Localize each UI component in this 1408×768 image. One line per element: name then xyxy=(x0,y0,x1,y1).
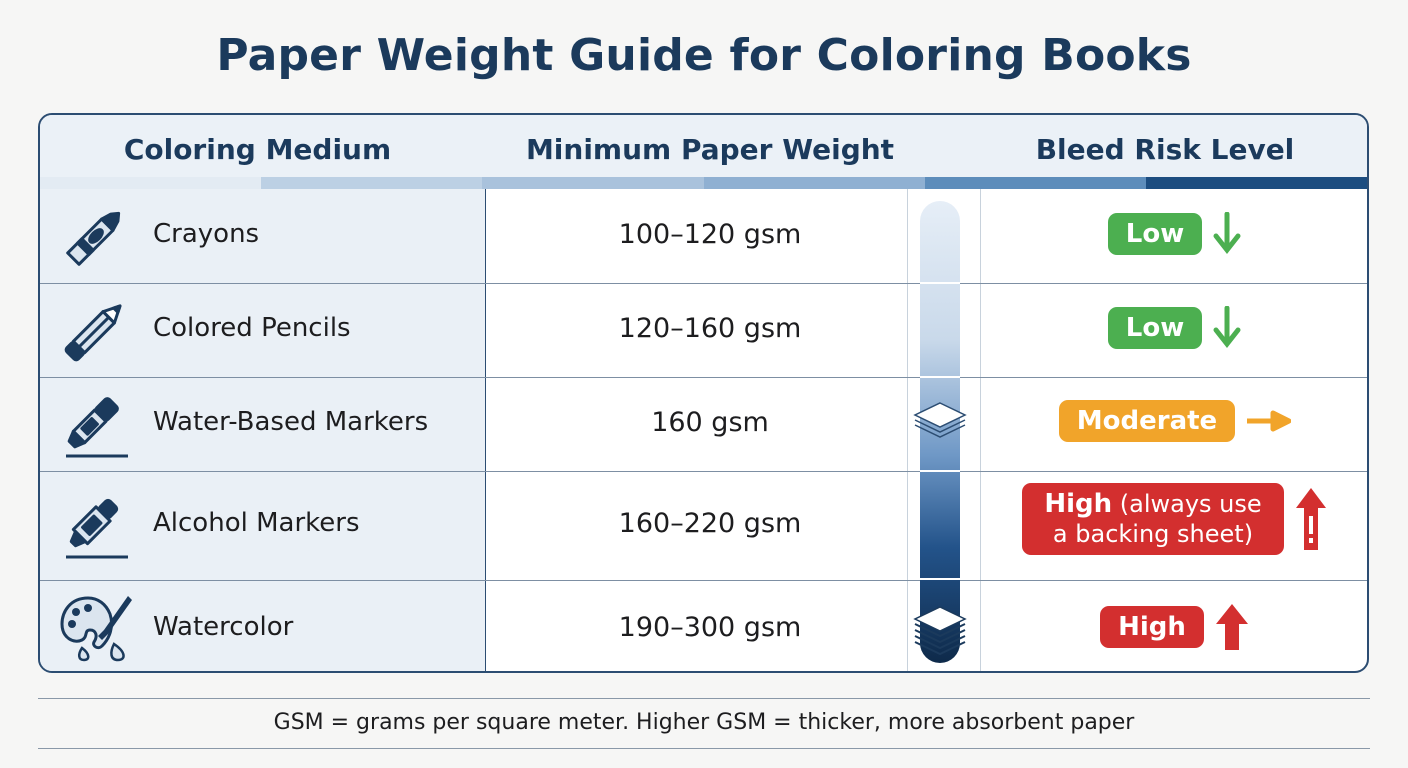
risk-badge: High (always use a backing sheet) xyxy=(1022,483,1284,555)
warning-up-arrow-icon xyxy=(1295,488,1326,550)
column-divider xyxy=(485,189,486,671)
footer-divider xyxy=(38,698,1370,699)
weight-value: 100–120 gsm xyxy=(618,219,802,250)
header-medium: Coloring Medium xyxy=(123,133,392,166)
paper-stack-icon xyxy=(913,402,967,438)
table-row: Water-Based Markers 160 gsm Moderate xyxy=(40,377,1367,471)
risk-badge: Low xyxy=(1107,213,1203,255)
medium-column xyxy=(40,189,485,671)
table-row: Alcohol Markers 160–220 gsm High (always… xyxy=(40,471,1367,580)
watercolor-palette-icon xyxy=(60,596,132,662)
risk-badge-note-2: a backing sheet) xyxy=(1052,520,1254,548)
risk-cell: Low xyxy=(980,306,1367,350)
table-row: Crayons 100–120 gsm Low xyxy=(40,189,1367,283)
crayon-icon xyxy=(66,211,121,266)
footnote: GSM = grams per square meter. Higher GSM… xyxy=(273,710,1135,735)
page-title: Paper Weight Guide for Coloring Books xyxy=(216,30,1192,81)
risk-cell: High (always use a backing sheet) xyxy=(980,483,1367,555)
gauge-divider-left xyxy=(907,189,908,671)
header-risk: Bleed Risk Level xyxy=(1035,133,1295,166)
gauge-divider-right xyxy=(980,189,981,671)
guide-table: Coloring Medium Minimum Paper Weight Ble… xyxy=(38,113,1369,673)
row-divider xyxy=(40,471,1367,472)
risk-cell: Low xyxy=(980,212,1367,256)
down-arrow-icon xyxy=(1213,212,1241,255)
row-divider xyxy=(40,377,1367,378)
down-arrow-icon xyxy=(1213,306,1241,349)
medium-label: Colored Pencils xyxy=(153,313,351,343)
row-divider xyxy=(40,283,1367,284)
paper-weight-gauge xyxy=(913,201,967,663)
alcohol-marker-icon xyxy=(66,498,128,559)
right-arrow-icon xyxy=(1247,410,1292,432)
risk-badge-note-1: (always use xyxy=(1119,490,1262,518)
paper-stack-thick-icon xyxy=(913,606,967,656)
marker-icon xyxy=(66,397,128,458)
table-row: Watercolor 190–300 gsm High xyxy=(40,580,1367,671)
header-gradient-bar xyxy=(40,177,1367,189)
row-divider xyxy=(40,580,1367,581)
weight-value: 160 gsm xyxy=(651,407,769,438)
risk-cell: Moderate xyxy=(980,400,1367,442)
weight-value: 160–220 gsm xyxy=(618,508,802,539)
footer-divider xyxy=(38,748,1370,749)
risk-badge: High xyxy=(1100,606,1204,648)
pencil-icon xyxy=(64,304,122,362)
medium-label: Watercolor xyxy=(153,612,294,642)
medium-label: Alcohol Markers xyxy=(153,508,360,538)
table-row: Colored Pencils 120–160 gsm Low xyxy=(40,283,1367,377)
medium-label: Water-Based Markers xyxy=(153,407,429,437)
risk-badge: Moderate xyxy=(1058,400,1236,442)
risk-badge: Low xyxy=(1107,307,1203,349)
risk-cell: High xyxy=(980,602,1367,652)
risk-badge-level: High xyxy=(1044,489,1113,519)
weight-value: 190–300 gsm xyxy=(618,612,802,643)
weight-value: 120–160 gsm xyxy=(618,313,802,344)
medium-label: Crayons xyxy=(153,219,260,249)
up-arrow-icon xyxy=(1215,604,1248,650)
table-header: Coloring Medium Minimum Paper Weight Ble… xyxy=(40,115,1367,189)
header-weight: Minimum Paper Weight xyxy=(525,133,895,166)
